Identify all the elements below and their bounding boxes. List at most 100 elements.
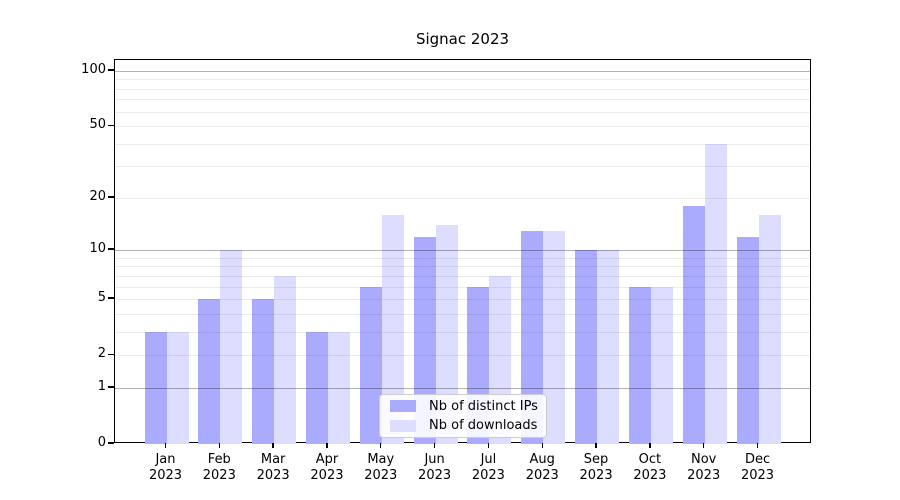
gridline-40 [115, 143, 810, 145]
bar-downloads-oct [650, 286, 673, 444]
y-tick-label-2: 2 [97, 346, 106, 362]
x-tick-label-month-nov: Nov [691, 452, 717, 467]
y-tick-label-5: 5 [97, 290, 106, 306]
gridline-5 [115, 299, 810, 301]
y-tick-label-20: 20 [89, 188, 106, 204]
x-tick-mark-jul [487, 443, 490, 448]
gridline-2 [115, 355, 810, 357]
gridline-60 [115, 111, 810, 113]
x-tick-label-year-jul: 2023 [471, 468, 505, 483]
gridline-50 [115, 126, 810, 128]
x-tick-label-month-oct: Oct [638, 452, 662, 467]
plot-area [114, 59, 811, 444]
bar-downloads-aug [543, 230, 566, 444]
y-tick-mark-100 [108, 69, 114, 71]
bar-downloads-jun [435, 225, 458, 444]
bar-ips-may [359, 286, 382, 444]
x-tick-label-year-nov: 2023 [687, 468, 721, 483]
legend-swatch-distinct-ips [390, 400, 416, 413]
x-tick-label-year-apr: 2023 [310, 468, 344, 483]
y-tick-mark-10 [108, 248, 114, 250]
gridline-20 [115, 197, 810, 199]
gridline-4 [115, 313, 810, 315]
x-tick-mark-aug [541, 443, 543, 448]
bar-ips-nov [682, 206, 705, 444]
bar-ips-sep [575, 250, 598, 444]
bar-downloads-jan [166, 331, 189, 444]
x-tick-label-month-sep: Sep [583, 452, 609, 467]
legend-label-downloads: Nb of downloads [429, 418, 538, 434]
x-tick-label-month-apr: Apr [315, 452, 339, 467]
x-tick-mark-mar [272, 443, 274, 448]
bar-ips-feb [198, 299, 221, 444]
y-tick-mark-5 [108, 297, 114, 299]
gridline-9 [115, 257, 810, 259]
bar-downloads-apr [327, 331, 350, 444]
x-tick-mark-sep [595, 443, 597, 448]
y-tick-mark-0 [108, 442, 114, 444]
gridline-80 [115, 88, 810, 90]
x-tick-label-month-dec: Dec [744, 452, 771, 467]
x-tick-label-year-mar: 2023 [256, 468, 290, 483]
bar-ips-dec [736, 236, 759, 444]
x-tick-label-year-dec: 2023 [740, 468, 775, 483]
y-tick-label-10: 10 [89, 241, 106, 257]
x-tick-label-year-jan: 2023 [148, 468, 183, 483]
bar-downloads-nov [704, 143, 727, 444]
x-tick-label-year-may: 2023 [364, 468, 398, 483]
x-tick-mark-oct [649, 443, 651, 448]
bar-ips-aug [521, 230, 544, 444]
y-tick-mark-1 [108, 386, 114, 388]
bar-downloads-mar [274, 275, 297, 444]
gridline-30 [115, 166, 810, 168]
y-tick-label-0: 0 [97, 435, 106, 450]
y-tick-label-100: 100 [81, 62, 106, 77]
gridline-100 [115, 71, 810, 72]
legend: Nb of distinct IPs Nb of downloads [379, 394, 547, 438]
x-tick-mark-nov [703, 443, 705, 448]
x-tick-mark-dec [756, 443, 759, 448]
gridlines-layer [115, 60, 810, 442]
legend-label-distinct-ips: Nb of distinct IPs [429, 398, 538, 414]
y-tick-label-1: 1 [97, 378, 106, 394]
bar-ips-oct [628, 286, 651, 444]
y-tick-mark-2 [108, 353, 114, 355]
x-tick-mark-apr [326, 443, 328, 448]
legend-item-downloads: Nb of downloads [388, 418, 538, 435]
y-tick-mark-50 [108, 124, 114, 126]
bar-downloads-feb [220, 250, 243, 444]
chart-title: Signac 2023 [415, 30, 510, 48]
bar-ips-jan [144, 331, 167, 444]
x-tick-label-month-feb: Feb [207, 452, 231, 467]
x-tick-label-year-jun: 2023 [418, 468, 452, 483]
x-tick-label-month-jul: Jul [480, 452, 497, 467]
gridline-10 [115, 250, 810, 252]
x-tick-label-year-feb: 2023 [202, 468, 236, 483]
gridline-8 [115, 266, 810, 268]
x-tick-mark-jan [164, 443, 167, 448]
bar-ips-apr [305, 331, 328, 444]
bar-downloads-may [381, 215, 404, 444]
x-tick-label-month-jan: Jan [155, 452, 176, 467]
legend-item-distinct-ips: Nb of distinct IPs [388, 398, 538, 415]
y-tick-mark-20 [108, 196, 114, 198]
x-tick-label-month-jun: Jun [424, 452, 445, 467]
x-tick-mark-may [380, 443, 382, 448]
bar-downloads-sep [597, 250, 620, 444]
x-tick-label-year-aug: 2023 [525, 468, 559, 483]
gridline-6 [115, 286, 810, 288]
x-tick-label-year-sep: 2023 [579, 468, 613, 483]
gridline-3 [115, 331, 810, 333]
bar-ips-jun [413, 236, 436, 444]
x-tick-label-month-mar: Mar [260, 452, 286, 467]
x-tick-mark-jun [433, 443, 436, 448]
legend-swatch-downloads [390, 419, 416, 432]
bar-ips-mar [252, 299, 275, 444]
x-tick-label-month-aug: Aug [529, 452, 555, 467]
gridline-1 [115, 387, 810, 389]
x-tick-label-year-oct: 2023 [633, 468, 667, 483]
gridline-7 [115, 275, 810, 277]
x-tick-label-month-may: May [367, 452, 395, 467]
gridline-90 [115, 79, 810, 81]
